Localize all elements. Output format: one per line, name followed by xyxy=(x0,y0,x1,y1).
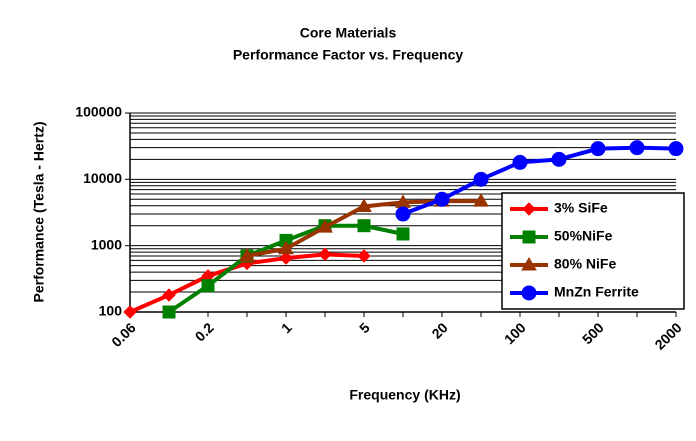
marker xyxy=(521,285,537,301)
marker xyxy=(629,140,645,156)
marker xyxy=(162,288,176,302)
marker xyxy=(317,219,333,233)
marker xyxy=(521,257,537,271)
x-tick-label: 20 xyxy=(428,319,450,341)
marker xyxy=(357,249,371,263)
y-axis-label: Performance (Tesla - Hertz) xyxy=(31,121,47,302)
marker xyxy=(123,305,137,319)
marker xyxy=(278,240,294,255)
x-tick-label: 0.2 xyxy=(192,319,217,344)
legend-label: 80% NiFe xyxy=(554,256,616,272)
marker xyxy=(396,227,410,241)
marker xyxy=(279,251,293,265)
marker xyxy=(512,154,528,170)
x-tick-label: 2000 xyxy=(651,319,684,352)
marker xyxy=(356,198,372,212)
chart-subtitle: Performance Factor vs. Frequency xyxy=(233,47,464,63)
x-tick-label: 1 xyxy=(278,319,295,336)
x-tick-label: 0.06 xyxy=(108,319,139,350)
chart-title: Core Materials xyxy=(300,25,397,41)
marker xyxy=(473,193,489,207)
marker xyxy=(668,141,684,157)
marker xyxy=(357,219,371,233)
y-tick-label: 1000 xyxy=(91,236,122,252)
marker xyxy=(395,206,411,222)
x-tick-label: 100 xyxy=(501,319,529,347)
series xyxy=(123,247,371,319)
marker xyxy=(522,202,536,216)
marker xyxy=(522,230,536,244)
legend-label: 50%NiFe xyxy=(554,228,613,244)
x-axis-label: Frequency (KHz) xyxy=(349,387,460,403)
x-tick-label: 500 xyxy=(579,319,607,347)
marker xyxy=(434,191,450,207)
series xyxy=(395,140,684,222)
marker xyxy=(201,279,215,293)
marker xyxy=(318,247,332,262)
legend-label: MnZn Ferrite xyxy=(554,284,639,300)
legend-label: 3% SiFe xyxy=(554,200,608,216)
y-tick-label: 100 xyxy=(99,303,123,319)
series xyxy=(162,219,410,319)
marker xyxy=(162,305,176,319)
x-tick-label: 5 xyxy=(356,319,373,336)
marker xyxy=(239,247,255,262)
marker xyxy=(590,141,606,157)
marker xyxy=(551,151,567,167)
marker xyxy=(473,171,489,187)
y-tick-label: 100000 xyxy=(75,104,122,120)
y-tick-label: 10000 xyxy=(83,170,122,186)
